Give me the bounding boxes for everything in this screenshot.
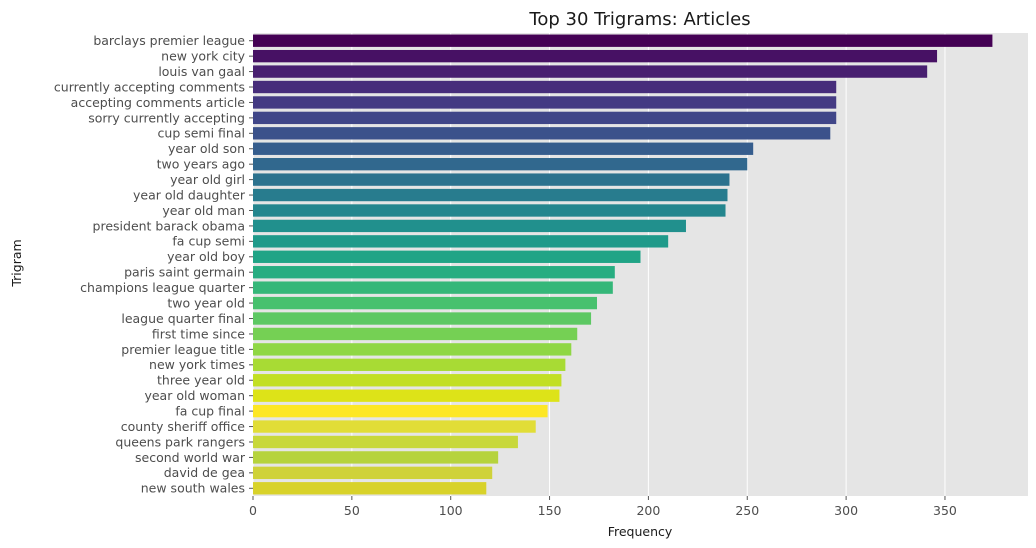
y-tick-label: two years ago: [157, 157, 245, 172]
y-tick-label: second world war: [135, 450, 246, 465]
x-tick-label: 100: [439, 503, 463, 518]
y-tick-label: three year old: [157, 373, 245, 388]
bar: [253, 127, 831, 140]
y-tick-label: first time since: [152, 326, 245, 341]
y-tick-label: queens park rangers: [115, 434, 245, 449]
y-tick-label: year old man: [162, 203, 245, 218]
y-tick-label: year old woman: [144, 388, 245, 403]
bar: [253, 358, 566, 371]
bar: [253, 404, 548, 418]
y-tick-label: year old boy: [167, 249, 245, 264]
x-axis-label: Frequency: [608, 524, 673, 539]
plot-background: [253, 33, 1028, 496]
bar: [253, 49, 938, 63]
bar: [253, 173, 730, 186]
x-tick-label: 200: [636, 503, 660, 518]
bar: [253, 327, 578, 341]
bar: [253, 80, 837, 94]
bar: [253, 389, 560, 402]
bar: [253, 158, 748, 171]
bar: [253, 435, 518, 449]
bar: [253, 219, 686, 233]
bar: [253, 142, 754, 155]
y-tick-label: league quarter final: [121, 311, 245, 326]
bar: [253, 420, 536, 433]
y-tick-label: champions league quarter: [80, 280, 246, 295]
y-tick-label: premier league title: [121, 342, 245, 357]
x-tick-label: 250: [735, 503, 759, 518]
bar: [253, 296, 598, 310]
x-tick-label: 350: [933, 503, 957, 518]
y-tick-label: president barack obama: [93, 218, 245, 233]
y-tick-label: cup semi final: [158, 126, 245, 141]
bar: [253, 281, 613, 294]
bar: [253, 312, 592, 325]
bar: [253, 235, 669, 248]
y-axis-label: Trigram: [9, 239, 24, 287]
y-tick-label: fa cup semi: [172, 234, 245, 249]
y-tick-label: new south wales: [141, 481, 245, 496]
bar: [253, 374, 562, 387]
y-tick-label: year old girl: [170, 172, 245, 187]
y-tick-label: paris saint germain: [124, 265, 245, 280]
bar: [253, 96, 837, 109]
y-tick-label: currently accepting comments: [54, 79, 245, 94]
y-tick-label: barclays premier league: [93, 33, 245, 48]
bar: [253, 451, 499, 464]
bar: [253, 204, 726, 217]
x-tick-label: 0: [249, 503, 257, 518]
bar: [253, 343, 572, 356]
y-tick-label: accepting comments article: [71, 95, 246, 110]
bar: [253, 34, 993, 47]
x-tick-label: 150: [538, 503, 562, 518]
bar: [253, 482, 487, 495]
x-gridlines: [252, 33, 946, 496]
y-tick-label: year old daughter: [133, 187, 246, 202]
y-tick-label: year old son: [168, 141, 245, 156]
x-tick-labels: 0 50 100 150 200 250 300 350: [249, 496, 957, 518]
y-tick-label: new york times: [149, 357, 245, 372]
bars: [253, 34, 993, 495]
bar: [253, 188, 728, 202]
y-tick-label: david de gea: [164, 465, 245, 480]
chart-title: Top 30 Trigrams: Articles: [528, 9, 750, 30]
bar: [253, 111, 837, 125]
y-tick-label: two year old: [167, 295, 245, 310]
x-tick-label: 50: [344, 503, 360, 518]
bar: [253, 65, 928, 78]
bar: [253, 466, 493, 480]
bar: [253, 250, 641, 263]
y-tick-label: louis van gaal: [158, 64, 245, 79]
bar: [253, 266, 615, 279]
y-tick-label: new york city: [161, 49, 245, 64]
x-tick-label: 300: [834, 503, 858, 518]
y-tick-label: fa cup final: [175, 403, 245, 418]
y-tick-label: county sheriff office: [121, 419, 246, 434]
y-tick-label: sorry currently accepting: [88, 110, 245, 125]
